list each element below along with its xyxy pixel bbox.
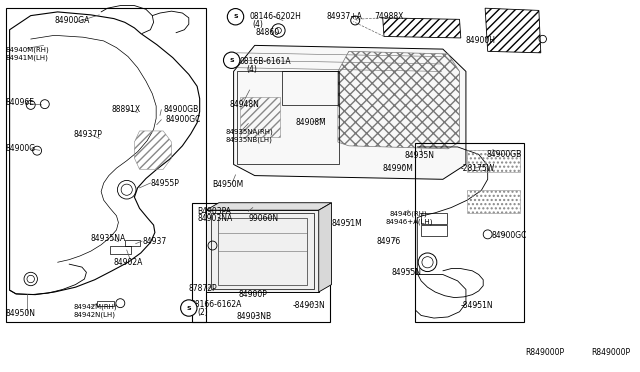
Text: 84940M(RH): 84940M(RH) [5,47,49,54]
Text: 84908M: 84908M [296,118,326,126]
Text: B4903PA: B4903PA [197,207,231,216]
Text: 84950N: 84950N [5,309,35,318]
Text: 84937+A: 84937+A [326,12,362,21]
Text: 88891X: 88891X [112,105,141,114]
Text: B4950M: B4950M [212,180,244,189]
Text: 84860: 84860 [256,28,280,37]
Text: (4): (4) [253,20,264,29]
Polygon shape [319,203,332,292]
Text: 08146-6202H: 08146-6202H [250,12,301,21]
Text: 84900GC: 84900GC [492,231,527,240]
Text: 84948N: 84948N [229,100,259,109]
Text: -28175W: -28175W [461,164,495,173]
Text: 84937P: 84937P [74,130,102,139]
Text: 0816B-6161A: 0816B-6161A [240,57,292,66]
Text: 84942M(RH): 84942M(RH) [74,304,117,310]
Text: 84951M: 84951M [332,219,362,228]
Polygon shape [206,210,319,292]
Text: 84900GB: 84900GB [486,150,522,159]
Text: 84946(RH): 84946(RH) [389,211,427,217]
Text: 84900P: 84900P [238,290,267,299]
Text: 84900GA: 84900GA [54,16,90,25]
Text: (4): (4) [246,65,257,74]
Text: 84935NA: 84935NA [91,234,126,243]
Text: S: S [229,58,234,63]
Text: (2): (2) [197,308,208,317]
Text: 84990M: 84990M [383,164,413,173]
Text: 99060N: 99060N [248,214,278,223]
Text: 84941M(LH): 84941M(LH) [5,54,48,61]
Text: S: S [233,14,238,19]
Polygon shape [206,203,332,210]
Text: 87872P: 87872P [189,284,218,293]
Text: 84935NB(LH): 84935NB(LH) [225,136,272,143]
Text: 84955N: 84955N [392,268,422,277]
Text: 84937: 84937 [142,237,166,246]
Text: 84900H: 84900H [466,36,496,45]
Circle shape [223,52,240,68]
Polygon shape [234,45,466,179]
Text: 74988X: 74988X [374,12,404,21]
Text: R849000P: R849000P [525,348,564,357]
Text: 08166-6162A: 08166-6162A [191,300,242,309]
Text: 84935N: 84935N [404,151,435,160]
Text: 84900GB: 84900GB [163,105,198,114]
Text: 84976: 84976 [376,237,401,246]
Text: 84096E: 84096E [5,98,34,107]
Text: 84900GC: 84900GC [165,115,200,124]
Text: 84903NA: 84903NA [197,214,232,223]
Text: 84942N(LH): 84942N(LH) [74,311,116,318]
Circle shape [180,300,197,316]
Text: R849000P: R849000P [591,348,630,357]
Text: 84935NA(RH): 84935NA(RH) [225,129,273,135]
Text: -84903N: -84903N [293,301,326,310]
Text: S: S [186,305,191,311]
Text: 84946+A(LH): 84946+A(LH) [385,218,433,225]
Text: 84955P: 84955P [150,179,179,187]
Text: 84900G: 84900G [5,144,35,153]
Text: 84903NB: 84903NB [237,312,272,321]
Text: 84902A: 84902A [114,258,143,267]
Circle shape [227,9,244,25]
Text: -84951N: -84951N [461,301,493,310]
